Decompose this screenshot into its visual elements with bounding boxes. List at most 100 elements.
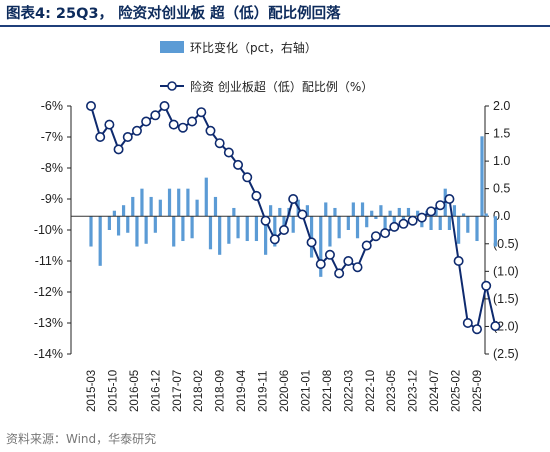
bar xyxy=(475,216,479,242)
ratio-point xyxy=(141,116,152,127)
right-tick-label: 2.0 xyxy=(493,99,510,113)
title-rule xyxy=(0,25,550,27)
bar xyxy=(309,216,314,258)
ratio-point xyxy=(131,125,142,136)
bar xyxy=(434,207,438,217)
bar xyxy=(374,216,378,219)
ratio-point xyxy=(260,215,271,226)
bar xyxy=(466,216,470,233)
bar xyxy=(383,216,387,233)
bar xyxy=(416,210,420,217)
chart-title: 图表4: 25Q3， 险资对创业板 超（低）配比例回落 xyxy=(6,6,341,22)
bar xyxy=(153,216,157,233)
ratio-point xyxy=(104,119,115,130)
ratio-point xyxy=(233,159,244,170)
left-tick-label: -12% xyxy=(34,285,63,299)
ratio-point xyxy=(187,116,198,127)
bar xyxy=(429,216,433,230)
bar xyxy=(181,216,185,242)
bar xyxy=(462,213,466,217)
bar xyxy=(360,202,365,217)
ratio-point xyxy=(168,119,179,130)
ratio-point xyxy=(324,249,335,260)
left-tick-label: -14% xyxy=(34,347,63,361)
bar xyxy=(98,216,102,266)
right-tick-label: (2.5) xyxy=(493,347,519,361)
ratio-point xyxy=(315,259,326,270)
x-tick-label: 2022-10 xyxy=(365,370,377,412)
ratio-point xyxy=(453,255,464,266)
bar xyxy=(89,216,93,247)
bar xyxy=(291,216,295,233)
right-tick-label: (1.5) xyxy=(493,292,519,306)
bar xyxy=(208,216,213,250)
bar xyxy=(370,210,374,217)
bar xyxy=(177,188,181,217)
bar xyxy=(365,216,369,228)
left-tick-label: -8% xyxy=(41,161,63,175)
bar xyxy=(305,205,309,217)
bar xyxy=(493,216,497,247)
bar xyxy=(158,199,162,217)
bar xyxy=(346,216,350,230)
ratio-point xyxy=(177,122,188,133)
legend-bar-swatch xyxy=(160,41,184,53)
ratio-point xyxy=(269,234,280,245)
ratio-point xyxy=(306,237,317,248)
right-tick-label: 1.5 xyxy=(493,127,510,141)
bar xyxy=(144,216,148,244)
bar xyxy=(140,188,144,217)
legend-line-marker xyxy=(167,81,177,91)
bar-series xyxy=(89,136,497,277)
bar xyxy=(186,188,190,217)
bar xyxy=(190,216,194,239)
bar xyxy=(447,216,452,230)
ratio-point xyxy=(398,218,409,229)
ratio-point xyxy=(242,172,253,183)
x-tick-label: 2015-03 xyxy=(86,370,98,412)
bar xyxy=(324,202,328,217)
bar xyxy=(213,196,218,217)
ratio-point xyxy=(361,240,372,251)
x-tick-label: 2018-02 xyxy=(193,370,205,412)
bar xyxy=(337,216,341,239)
x-tick-label: 2023-12 xyxy=(408,370,420,412)
ratio-point xyxy=(334,268,345,279)
legend-bar-label: 环比变化（pct，右轴） xyxy=(190,40,317,55)
bar xyxy=(264,216,268,255)
bar xyxy=(351,202,355,217)
bar xyxy=(218,216,222,255)
x-tick-label: 2023-05 xyxy=(386,370,398,412)
right-tick-label: (0.5) xyxy=(493,237,519,251)
bar xyxy=(236,216,240,239)
right-axis: 2.0 1.5 1.0 0.5 0.0 (0.5) (1.0) (1.5) (2.0) (2.5) xyxy=(485,99,519,361)
bar xyxy=(254,216,259,242)
ratio-point xyxy=(122,132,133,143)
left-tick-label: -13% xyxy=(34,316,63,330)
bar xyxy=(480,136,484,217)
left-axis: -6% -7% -8% -9% -10% -11% -12% -13% -14% xyxy=(34,99,71,361)
left-tick-label: -9% xyxy=(41,192,63,206)
x-tick-label: 2020-06 xyxy=(279,370,291,412)
bar xyxy=(388,210,392,217)
bar xyxy=(379,205,383,217)
left-tick-label: -7% xyxy=(41,130,63,144)
bar xyxy=(278,207,282,217)
ratio-point xyxy=(159,101,170,112)
bar xyxy=(167,188,172,217)
ratio-point xyxy=(214,138,225,149)
bar xyxy=(484,213,488,217)
ratio-point xyxy=(471,324,482,335)
legend-line-label: 险资 创业板超（低）配比例（%） xyxy=(190,79,373,94)
bar xyxy=(227,216,231,244)
ratio-point xyxy=(205,125,216,136)
ratio-point xyxy=(86,101,97,112)
bar xyxy=(107,216,111,230)
bar xyxy=(126,216,130,233)
right-tick-label: 0.0 xyxy=(493,209,510,223)
x-tick-label: 2019-04 xyxy=(236,369,248,412)
bar xyxy=(452,205,457,217)
bar xyxy=(195,199,199,217)
bar xyxy=(232,207,236,217)
left-tick-label: -11% xyxy=(35,254,63,268)
